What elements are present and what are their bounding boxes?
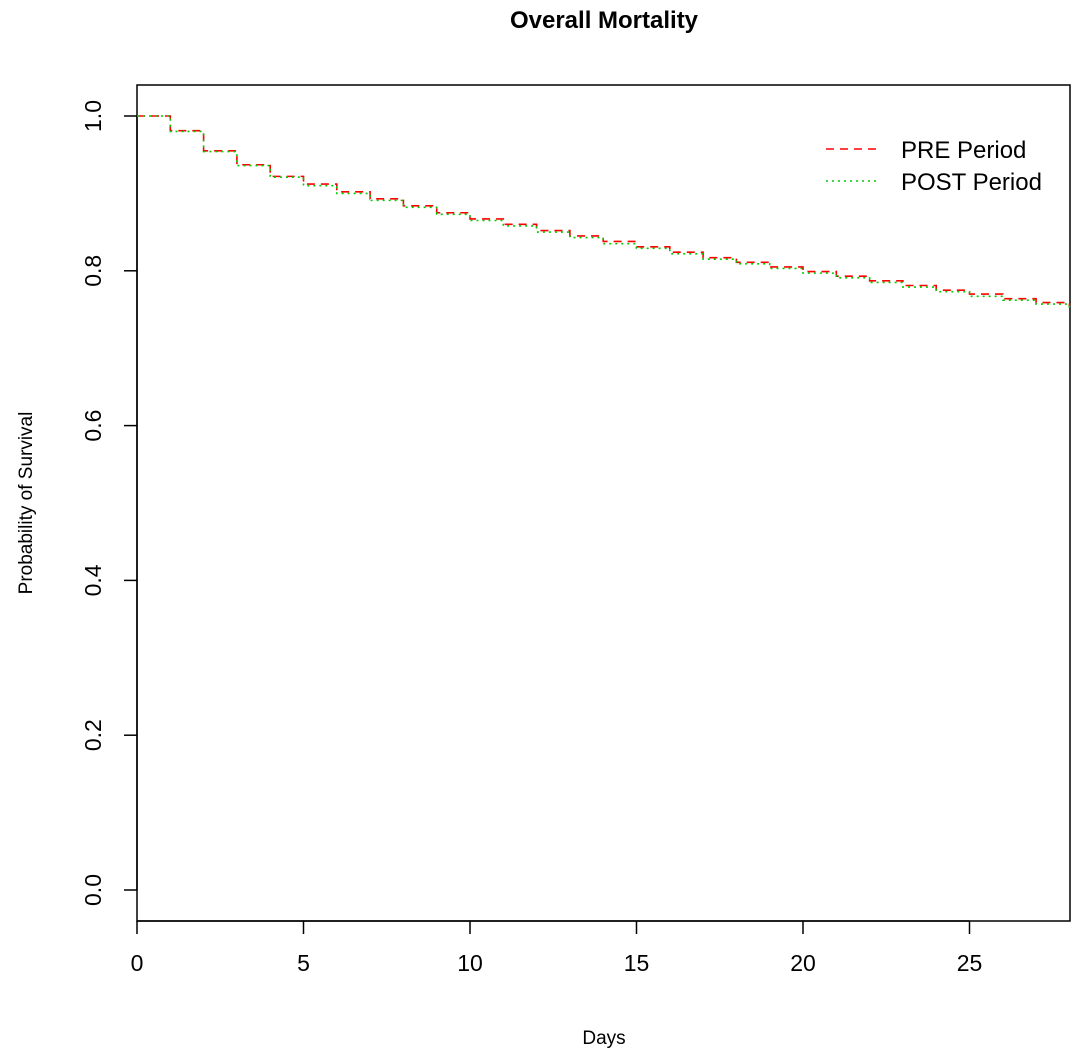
series-line-post	[137, 115, 1071, 308]
legend: PRE Period POST Period	[826, 137, 1042, 196]
series-line-pre	[137, 115, 1071, 307]
y-tick-label: 0.8	[80, 255, 106, 287]
legend-label-post: POST Period	[901, 169, 1042, 196]
series-layer	[137, 115, 1071, 308]
y-axis-label: Probability of Survival	[16, 412, 37, 595]
legend-label-pre: PRE Period	[901, 137, 1026, 164]
y-tick-label: 0.0	[80, 874, 106, 906]
x-tick-label: 10	[457, 950, 483, 976]
y-tick-label: 1.0	[80, 100, 106, 132]
y-tick-label: 0.2	[80, 719, 106, 751]
x-tick-label: 25	[957, 950, 983, 976]
x-axis: 0 5 10 15 20 25	[131, 920, 983, 976]
x-axis-label: Days	[582, 1028, 625, 1049]
y-axis: 0.0 0.2 0.4 0.6 0.8 1.0	[80, 100, 138, 906]
x-tick-label: 5	[297, 950, 310, 976]
x-tick-label: 0	[131, 950, 144, 976]
x-tick-label: 15	[624, 950, 650, 976]
plot-frame	[136, 84, 1071, 922]
y-tick-label: 0.4	[80, 564, 106, 596]
chart-title: Overall Mortality	[510, 7, 699, 34]
y-tick-label: 0.6	[80, 410, 106, 442]
x-tick-label: 20	[790, 950, 816, 976]
